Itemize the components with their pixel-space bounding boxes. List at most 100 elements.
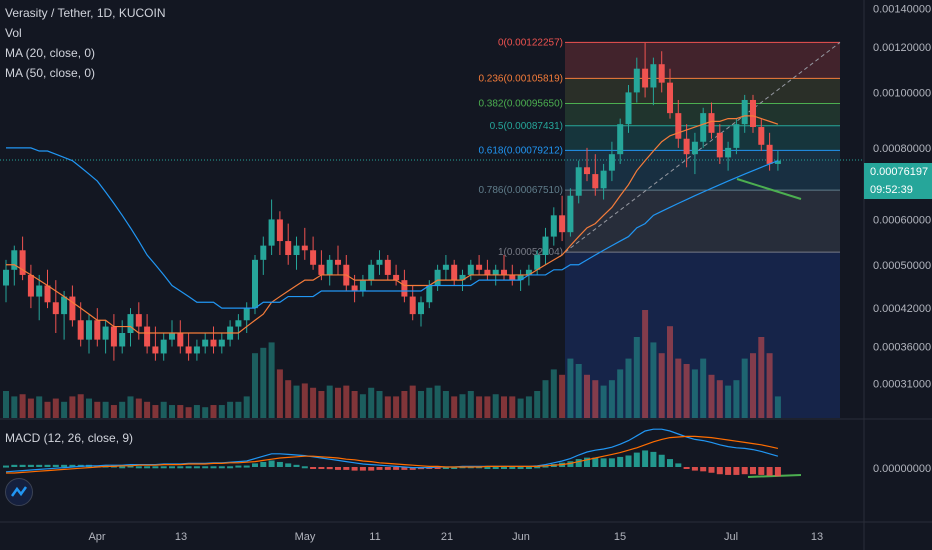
candle-body xyxy=(61,296,68,315)
macd-histogram-bar xyxy=(218,466,225,469)
candle-body xyxy=(633,68,640,93)
macd-histogram-bar xyxy=(575,459,582,467)
candle-body xyxy=(401,280,408,297)
volume-bar xyxy=(127,396,134,418)
volume-bar xyxy=(550,369,557,418)
macd-histogram-bar xyxy=(667,459,673,467)
candle-body xyxy=(285,241,292,256)
volume-bar xyxy=(766,353,773,418)
volume-bar xyxy=(293,385,300,418)
fib-zone xyxy=(565,42,840,79)
time-tick-label: Jun xyxy=(512,531,530,543)
volume-bar xyxy=(733,380,740,418)
volume-bar xyxy=(509,396,516,418)
volume-bar xyxy=(210,405,217,418)
volume-bar xyxy=(534,391,541,418)
volume-bar xyxy=(600,385,607,418)
macd-histogram-bar xyxy=(625,455,632,467)
volume-bar xyxy=(750,353,756,418)
candle-body xyxy=(750,99,756,128)
candle-body xyxy=(193,346,200,354)
macd-histogram-bar xyxy=(301,466,308,469)
volume-bar xyxy=(36,396,43,418)
volume-bar xyxy=(285,380,292,418)
volume-bar xyxy=(252,353,258,418)
volume-bar xyxy=(617,369,624,418)
fib-trend-line xyxy=(564,42,841,253)
candle-body xyxy=(600,170,607,189)
divergence-line-macd xyxy=(747,474,802,478)
candle-body xyxy=(218,339,225,347)
macd-histogram-bar xyxy=(708,467,715,473)
volume-bar xyxy=(542,380,549,418)
candle-body xyxy=(550,215,557,237)
volume-bar xyxy=(27,398,34,418)
volume-bar xyxy=(517,398,524,418)
fib-level-label: 0.618(0.00079212) xyxy=(478,145,563,156)
macd-histogram-bar xyxy=(252,463,258,467)
volume-bar xyxy=(3,391,9,418)
candle-body xyxy=(451,264,458,281)
candle-body xyxy=(102,326,109,340)
volume-bar xyxy=(625,358,632,418)
volume-bar xyxy=(335,387,341,418)
macd-histogram-bar xyxy=(276,461,283,467)
fib-zone xyxy=(565,78,840,104)
candle-body xyxy=(758,127,765,145)
volume-bar xyxy=(94,401,101,418)
candle-body xyxy=(617,124,624,155)
volume-bar xyxy=(758,337,765,418)
volume-bar xyxy=(691,369,698,418)
macd-histogram-bar xyxy=(368,467,375,471)
macd-histogram-bar xyxy=(11,464,18,467)
price-tick-label: 0.00042000 xyxy=(873,303,931,315)
macd-histogram-bar xyxy=(310,467,317,469)
macd-tick-label: 0.00000000 xyxy=(873,463,931,475)
candle-body xyxy=(716,132,723,158)
divergence-line-price xyxy=(736,178,802,200)
volume-bar xyxy=(193,405,200,418)
candle-body xyxy=(675,113,682,139)
macd-histogram-bar xyxy=(750,467,756,475)
candle-body xyxy=(476,264,483,270)
countdown-tag: 09:52:39 xyxy=(864,181,932,199)
candle-body xyxy=(110,326,117,347)
candle-body xyxy=(318,264,325,275)
volume-bar xyxy=(401,391,408,418)
time-tick-label: 21 xyxy=(441,531,453,543)
macd-histogram-bar xyxy=(52,464,59,467)
macd-histogram-bar xyxy=(501,467,507,469)
macd-histogram-bar xyxy=(169,466,175,469)
volume-bar xyxy=(774,396,781,418)
volume-bar xyxy=(467,391,474,418)
candle-body xyxy=(484,269,491,275)
candle-body xyxy=(351,285,358,291)
candle-body xyxy=(326,259,333,275)
volume-bar xyxy=(177,405,184,418)
macd-histogram-bar xyxy=(733,467,740,475)
volume-bar xyxy=(484,396,491,418)
fib-level-label: 0.382(0.00095650) xyxy=(478,98,563,109)
candle-body xyxy=(19,250,26,275)
price-tick-label: 0.00080000 xyxy=(873,143,931,155)
macd-histogram-bar xyxy=(617,456,624,467)
candle-body xyxy=(94,320,101,340)
volume-bar xyxy=(501,396,507,418)
candle-body xyxy=(559,215,566,233)
macd-histogram-bar xyxy=(36,464,43,467)
volume-bar xyxy=(260,347,267,418)
macd-histogram-bar xyxy=(202,466,209,469)
candle-body xyxy=(135,314,142,327)
macd-histogram-bar xyxy=(135,466,142,469)
macd-histogram-bar xyxy=(592,457,599,467)
candle-body xyxy=(160,339,167,354)
macd-histogram-bar xyxy=(434,467,441,469)
tradingview-logo-icon[interactable] xyxy=(5,478,33,506)
candle-body xyxy=(127,314,134,334)
macd-histogram-bar xyxy=(27,464,34,467)
time-tick-label: Jul xyxy=(724,531,738,543)
macd-histogram-bar xyxy=(658,454,665,467)
volume-bar xyxy=(442,391,449,418)
ma20-legend: MA (20, close, 0) xyxy=(5,46,96,60)
